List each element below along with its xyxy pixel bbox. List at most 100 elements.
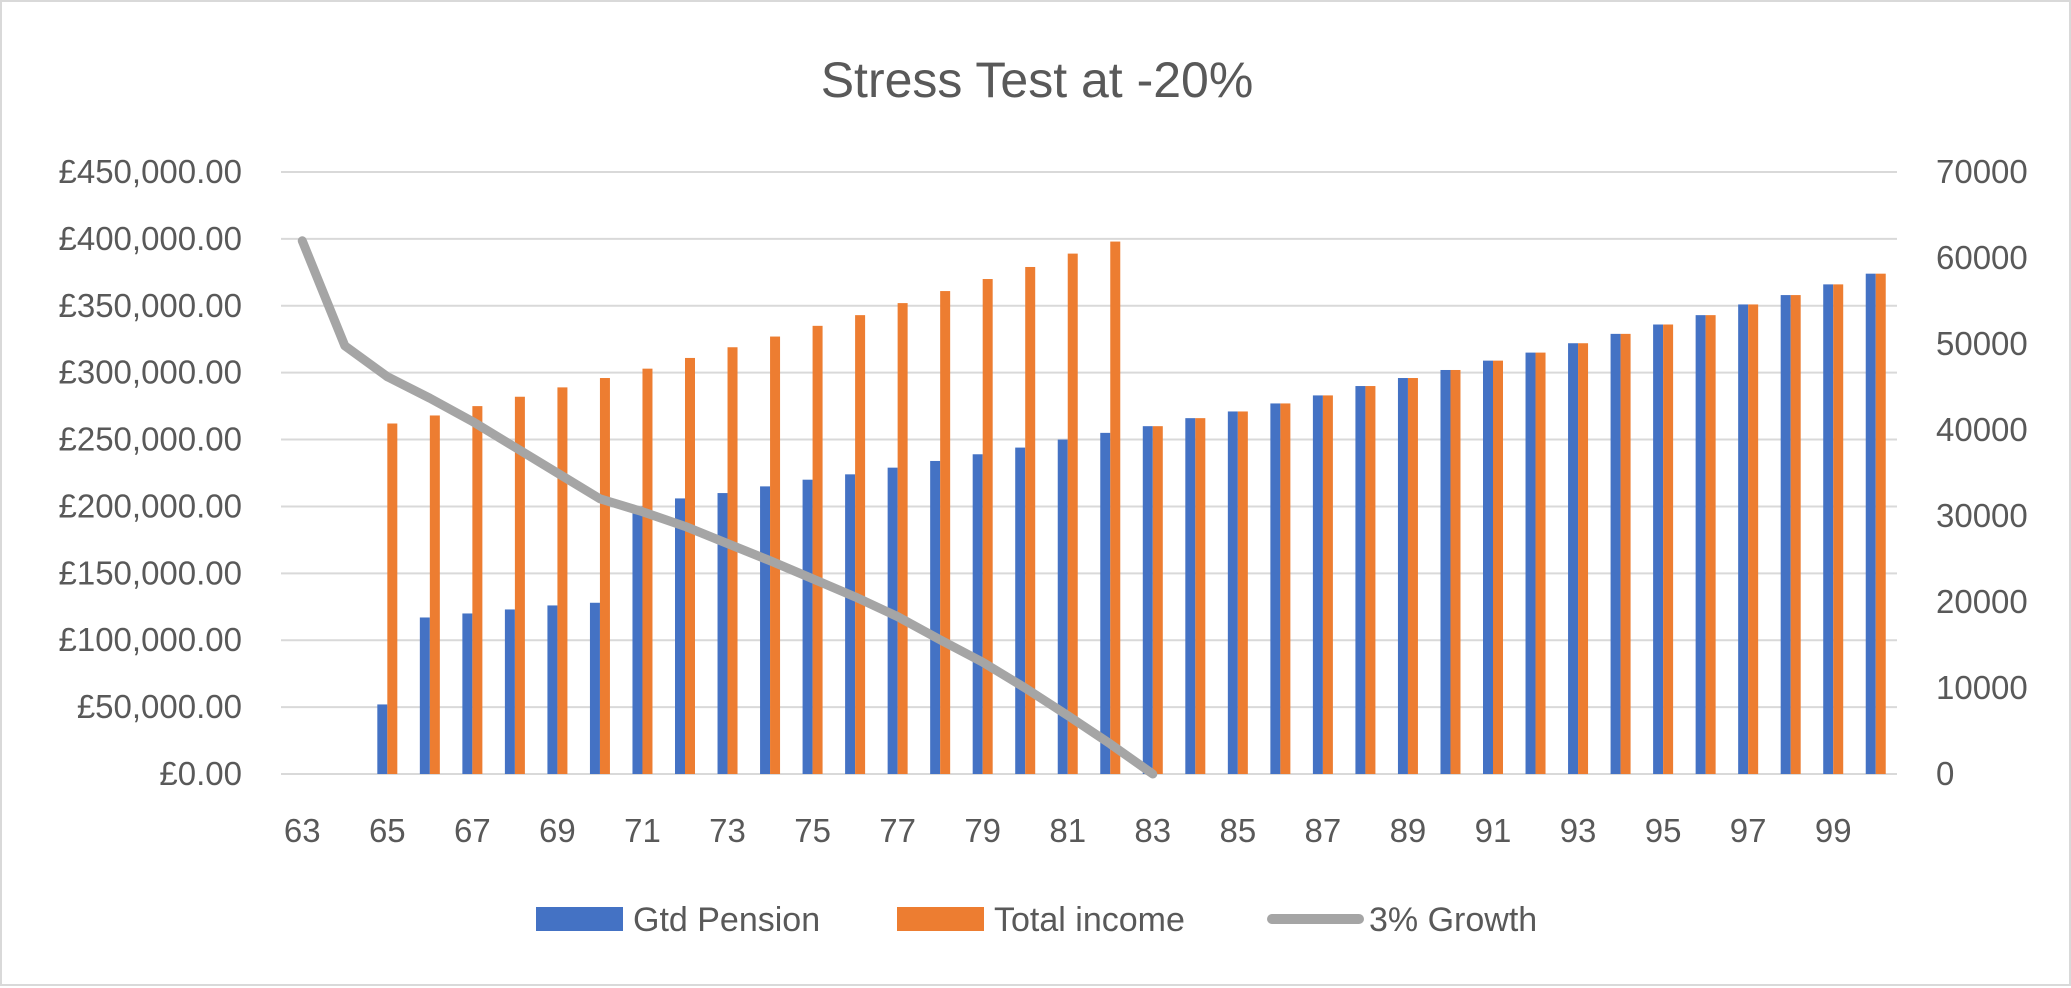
x-tick-label: 83 [1134, 812, 1171, 849]
bar-total-income [940, 291, 951, 774]
bar-gtd-pension [419, 617, 430, 774]
bar-gtd-pension [1568, 343, 1579, 774]
left-tick-label: £0.00 [159, 755, 242, 792]
bar-total-income [1833, 284, 1844, 774]
bar-total-income [1578, 343, 1589, 774]
bar-total-income [599, 378, 610, 774]
bars [377, 241, 1886, 775]
x-tick-label: 99 [1815, 812, 1852, 849]
bar-gtd-pension [1142, 426, 1153, 774]
bar-total-income [812, 325, 823, 774]
bar-total-income [685, 357, 695, 774]
bar-gtd-pension [504, 609, 515, 774]
bar-total-income [1748, 304, 1759, 774]
bar-total-income [1025, 266, 1036, 774]
bar-gtd-pension [930, 460, 941, 774]
bar-gtd-pension [760, 486, 771, 774]
bar-total-income [514, 396, 525, 774]
bar-gtd-pension [1738, 304, 1749, 774]
legend-swatch-gtd-pension [536, 907, 623, 931]
x-tick-label: 87 [1305, 812, 1342, 849]
left-tick-label: £450,000.00 [58, 153, 242, 190]
x-tick-label: 89 [1390, 812, 1427, 849]
x-tick-label: 77 [879, 812, 916, 849]
left-tick-label: £150,000.00 [58, 554, 242, 591]
bar-gtd-pension [1823, 284, 1834, 774]
bar-total-income [1195, 418, 1206, 774]
bar-total-income [1365, 386, 1376, 774]
bar-total-income [1535, 352, 1546, 774]
growth-line [297, 236, 1158, 779]
x-tick-label: 85 [1219, 812, 1256, 849]
bar-gtd-pension [1653, 324, 1664, 774]
bar-total-income [1450, 369, 1461, 774]
x-tick-label: 73 [709, 812, 746, 849]
left-tick-label: £250,000.00 [58, 421, 242, 458]
bar-gtd-pension [547, 605, 558, 774]
bar-total-income [1152, 426, 1163, 774]
bar-gtd-pension [1270, 403, 1281, 774]
bar-total-income [1407, 378, 1418, 774]
bar-gtd-pension [1100, 432, 1111, 774]
bar-total-income [1663, 324, 1674, 774]
x-tick-label: 69 [539, 812, 576, 849]
x-axis: 63 65 67 69 71 73 75 77 79 81 83 85 87 89 91 93 95 97 99 [284, 812, 1852, 849]
bar-total-income [1237, 411, 1248, 774]
bar-gtd-pension [1312, 395, 1323, 774]
legend-swatch-total-income [897, 907, 984, 931]
bar-gtd-pension [887, 467, 898, 774]
bar-gtd-pension [1397, 378, 1408, 774]
bar-gtd-pension [1015, 447, 1026, 774]
bar-gtd-pension [462, 613, 473, 774]
right-tick-label: 0 [1936, 755, 1954, 792]
x-tick-label: 91 [1475, 812, 1512, 849]
right-tick-label: 60000 [1936, 239, 2028, 276]
bar-gtd-pension [1440, 369, 1451, 774]
left-y-axis: £0.00 £50,000.00 £100,000.00 £150,000.00 £20… [58, 153, 242, 792]
bar-total-income [897, 303, 908, 774]
bar-gtd-pension [802, 479, 813, 774]
chart-title: Stress Test at -20% [821, 52, 1254, 108]
bar-total-income [642, 368, 653, 774]
bar-total-income [1620, 333, 1631, 774]
right-tick-label: 30000 [1936, 497, 2028, 534]
bar-gtd-pension [1057, 439, 1068, 774]
bar-gtd-pension [589, 602, 600, 774]
legend-label-gtd-pension: Gtd Pension [633, 901, 820, 939]
x-tick-label: 65 [369, 812, 406, 849]
left-tick-label: £400,000.00 [58, 220, 242, 257]
bar-total-income [1110, 241, 1121, 774]
line-3pct-growth [297, 236, 1158, 779]
bar-gtd-pension [1185, 418, 1196, 774]
bar-gtd-pension [1780, 295, 1791, 774]
bar-total-income [472, 406, 483, 774]
x-tick-label: 97 [1730, 812, 1767, 849]
bar-gtd-pension [377, 704, 388, 774]
right-tick-label: 20000 [1936, 583, 2028, 620]
bar-gtd-pension [717, 493, 728, 774]
legend-label-total-income: Total income [994, 901, 1185, 939]
bar-gtd-pension [1865, 273, 1876, 774]
bar-gtd-pension [845, 474, 856, 774]
bar-total-income [1280, 403, 1291, 774]
left-tick-label: £100,000.00 [58, 621, 242, 658]
bar-gtd-pension [1525, 352, 1536, 774]
x-tick-label: 67 [454, 812, 491, 849]
bar-total-income [1067, 253, 1078, 775]
x-tick-label: 95 [1645, 812, 1682, 849]
x-tick-label: 75 [794, 812, 831, 849]
x-tick-label: 79 [964, 812, 1001, 849]
bar-total-income [1705, 315, 1716, 774]
right-tick-label: 50000 [1936, 325, 2028, 362]
bar-total-income [429, 415, 440, 774]
bar-gtd-pension [1227, 411, 1238, 774]
bar-gtd-pension [1610, 333, 1621, 774]
bar-gtd-pension [972, 454, 983, 774]
legend-label-3pct-growth: 3% Growth [1369, 901, 1537, 939]
left-tick-label: £300,000.00 [58, 354, 242, 391]
bar-gtd-pension [1695, 315, 1706, 774]
bar-gtd-pension [632, 506, 643, 774]
bar-gtd-pension [1355, 386, 1366, 774]
